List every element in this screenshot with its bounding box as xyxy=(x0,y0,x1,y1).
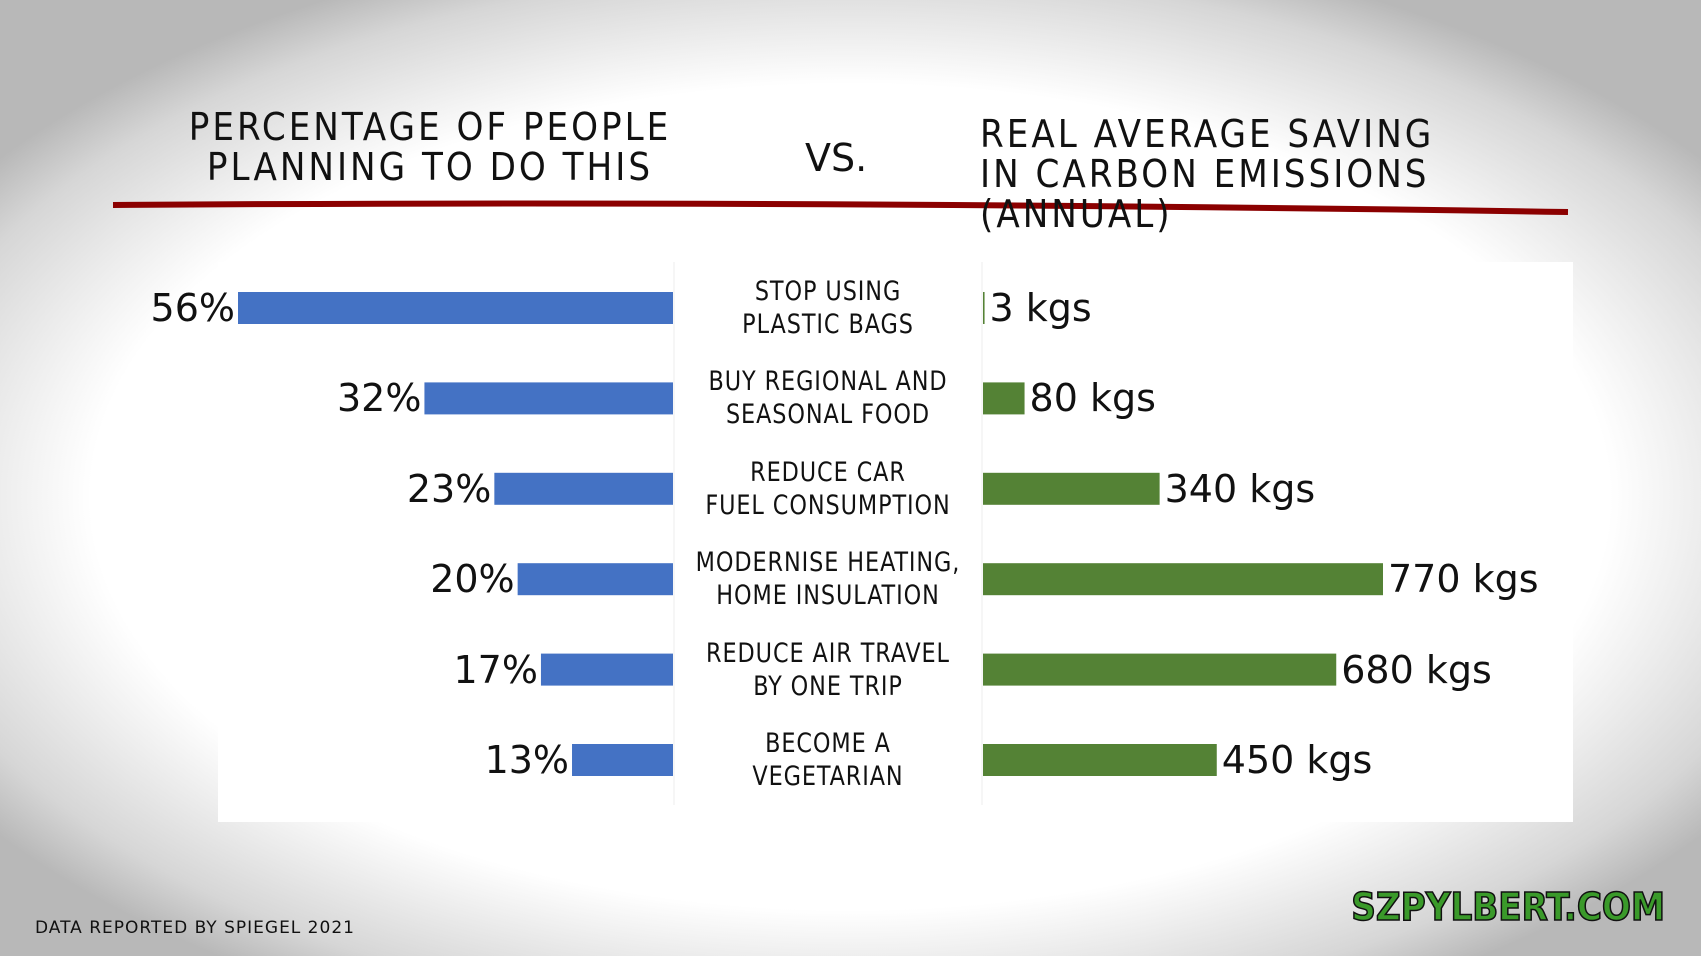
right-heading: REAL AVERAGE SAVING IN CARBON EMISSIONS … xyxy=(980,112,1435,236)
category-label: BUY REGIONAL AND SEASONAL FOOD xyxy=(708,366,948,431)
left-heading: PERCENTAGE OF PEOPLE PLANNING TO DO THIS xyxy=(188,105,672,189)
bar xyxy=(983,292,985,324)
value-label: 32% xyxy=(336,376,422,421)
value-label: 23% xyxy=(406,466,492,511)
value-label: 450 kgs xyxy=(1221,738,1373,782)
bar xyxy=(494,472,673,505)
bar xyxy=(983,382,1025,415)
category-label: REDUCE CAR FUEL CONSUMPTION xyxy=(705,456,951,521)
heading-underline xyxy=(112,200,1569,215)
category-label: MODERNISE HEATING, HOME INSULATION xyxy=(695,547,961,612)
value-label: 13% xyxy=(484,738,570,782)
value-label: 56% xyxy=(150,286,235,330)
value-label: 680 kgs xyxy=(1341,647,1492,692)
bar xyxy=(983,472,1160,505)
bar xyxy=(517,563,673,596)
category-label: STOP USING PLASTIC BAGS xyxy=(742,276,914,340)
bar xyxy=(424,382,673,415)
value-label: 3 kgs xyxy=(989,286,1092,330)
bar xyxy=(983,653,1337,686)
right-panel xyxy=(983,262,1573,822)
value-label: 340 kgs xyxy=(1164,466,1316,511)
category-label: REDUCE AIR TRAVEL BY ONE TRIP xyxy=(706,637,950,702)
vs-label: VS. xyxy=(805,136,868,180)
brand: SZPYLBERT.COM xyxy=(1351,884,1666,930)
category-label: BECOME A VEGETARIAN xyxy=(752,728,904,792)
bar xyxy=(983,744,1217,776)
source: DATA REPORTED BY SPIEGEL 2021 xyxy=(35,918,355,938)
bar xyxy=(983,563,1383,596)
bar xyxy=(572,744,673,776)
value-label: 770 kgs xyxy=(1388,557,1539,602)
value-label: 17% xyxy=(453,647,538,692)
bar xyxy=(238,292,673,324)
value-label: 80 kgs xyxy=(1029,376,1156,421)
value-label: 20% xyxy=(430,557,515,602)
left-panel xyxy=(218,262,678,822)
bar xyxy=(540,653,673,686)
